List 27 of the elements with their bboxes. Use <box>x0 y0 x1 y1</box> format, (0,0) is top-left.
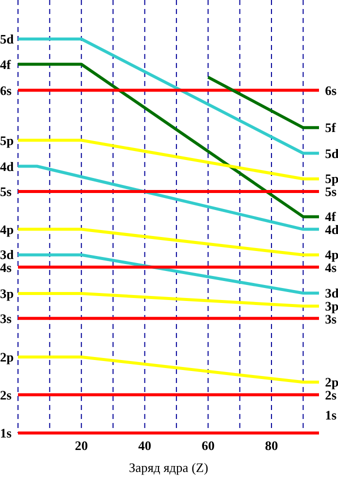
x-tick-label: 60 <box>202 438 215 453</box>
series-label: 1s <box>0 426 12 441</box>
series-label: 2p <box>0 350 14 365</box>
x-tick-label: 40 <box>138 438 152 453</box>
series-label: 4d <box>0 158 14 174</box>
series-label: 4p <box>0 222 14 237</box>
text: 6s <box>0 82 12 98</box>
series-label: 5d <box>0 32 14 47</box>
text: 4p <box>325 247 338 262</box>
series-label: 5f <box>325 120 336 136</box>
text: 4s <box>0 260 12 276</box>
text: 3s <box>0 310 12 326</box>
x-axis-title: Заряд ядра (Z) <box>128 460 208 475</box>
series-label: 3p <box>0 286 14 302</box>
text: 4f <box>0 56 11 72</box>
series-label: 5p <box>0 132 14 148</box>
series-label: 3d <box>0 247 14 262</box>
text: 5s <box>0 184 12 200</box>
series-label: 6s <box>325 82 337 98</box>
text: 1s <box>325 408 337 423</box>
x-tick-label: 20 <box>74 438 88 453</box>
x-tick-label: 80 <box>264 438 278 453</box>
text: 2p <box>325 374 338 390</box>
text: 5p <box>325 171 338 186</box>
text: 3p <box>325 298 338 314</box>
series-label: 4f <box>325 209 336 224</box>
text: 2s <box>0 387 12 402</box>
